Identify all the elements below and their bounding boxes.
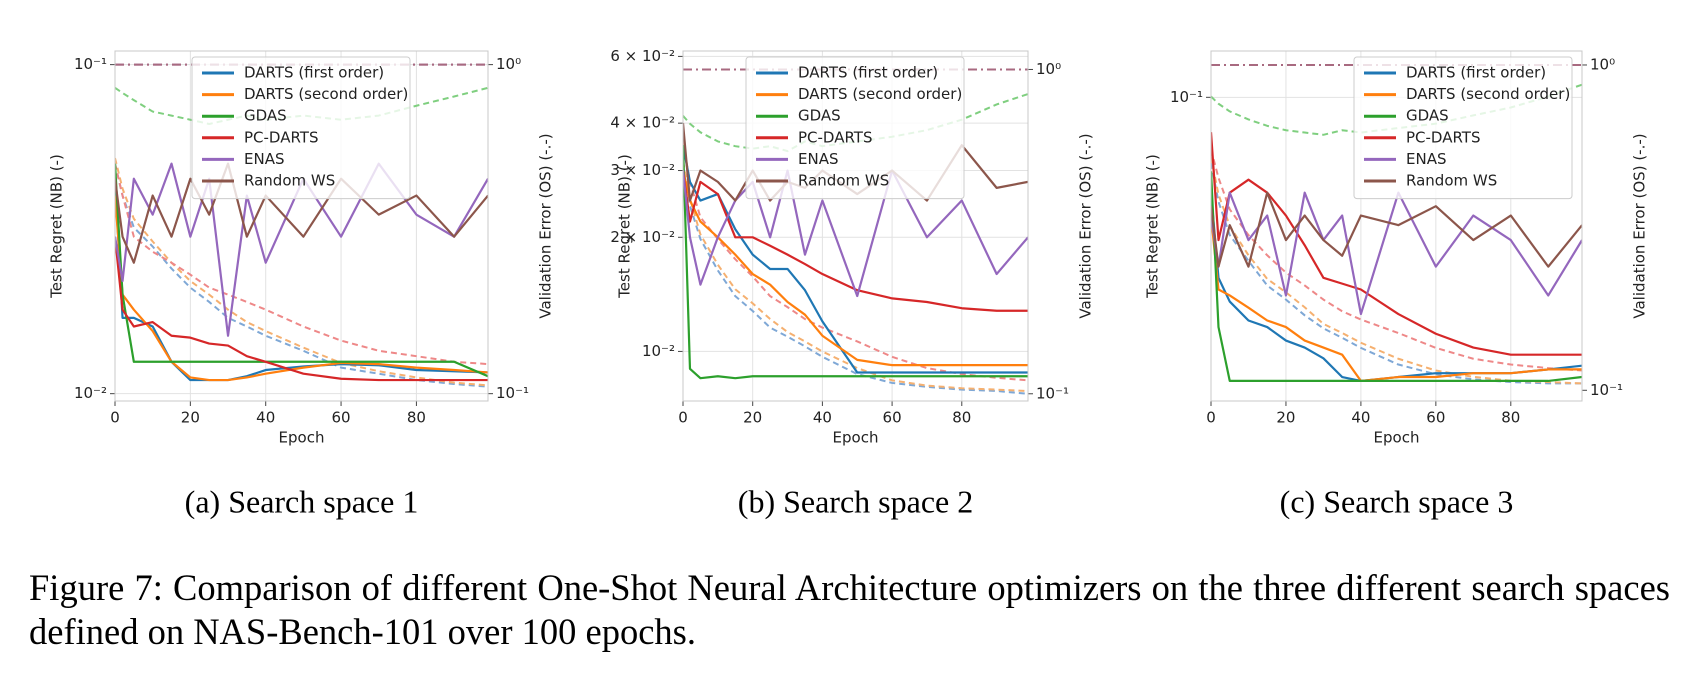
legend-label: DARTS (first order) — [244, 64, 384, 82]
x-axis-label: Epoch — [279, 429, 325, 447]
regret-line — [683, 145, 1028, 380]
x-axis-label: Epoch — [833, 429, 879, 447]
legend-box — [745, 56, 965, 200]
subcaption: (c) Search space 3 — [1280, 483, 1514, 519]
regret-line — [1211, 171, 1582, 383]
x-tick-label: 0 — [678, 409, 688, 427]
legend-box — [1353, 56, 1573, 200]
regret-line — [1211, 215, 1582, 383]
legend-label: ENAS — [798, 150, 838, 168]
figure-caption: Figure 7: Comparison of different One-Sh… — [29, 567, 1670, 652]
x-tick-label: 60 — [332, 409, 351, 427]
regret-line — [115, 163, 488, 378]
validation-line — [1211, 149, 1582, 372]
x-tick-label: 60 — [883, 409, 902, 427]
x-tick-label: 0 — [110, 409, 120, 427]
legend-label: DARTS (second order) — [798, 85, 962, 103]
legend-label: DARTS (first order) — [1406, 64, 1546, 82]
x-tick-label: 20 — [743, 409, 762, 427]
legend-label: DARTS (second order) — [1406, 85, 1570, 103]
x-tick-label: 80 — [1501, 409, 1520, 427]
y-tick-label: 2 × 10⁻² — [610, 228, 675, 246]
subcaption: (b) Search space 2 — [738, 483, 973, 519]
x-tick-label: 40 — [1351, 409, 1370, 427]
regret-line — [115, 195, 488, 382]
legend-label: GDAS — [1406, 107, 1449, 125]
y2-axis-label: Validation Error (OS) (-.-) — [1631, 133, 1649, 318]
x-tick-label: 40 — [813, 409, 832, 427]
regret-line — [1211, 191, 1582, 268]
validation-line — [683, 166, 1028, 395]
legend-label: ENAS — [244, 150, 284, 168]
legend-label: DARTS (first order) — [798, 64, 938, 82]
legend-label: PC-DARTS — [798, 128, 873, 146]
regret-line — [683, 170, 1028, 312]
y-axis-label: Test Regret (NB) (-) — [616, 154, 634, 299]
legend-label: GDAS — [244, 107, 287, 125]
figure: 0 20 40 60 80 10⁻¹ 10⁻² 10⁰ 10⁻¹ Epoch Test Regret… — [48, 47, 1649, 519]
regret-line — [683, 169, 1028, 298]
legend-label: Random WS — [798, 172, 889, 190]
y2-tick-label: 10⁻¹ — [1036, 384, 1069, 402]
regret-line — [1211, 132, 1582, 356]
legend-label: PC-DARTS — [244, 128, 319, 146]
x-tick-label: 80 — [952, 409, 971, 427]
subplot: 0 20 40 60 80 6 × 10⁻² 4 × 10⁻² 3 × 10⁻² 2 × 10⁻… — [610, 47, 1094, 519]
y2-axis-label: Validation Error (OS) (-.-) — [537, 133, 555, 318]
y-tick-label: 10⁻¹ — [74, 55, 107, 73]
legend-label: DARTS (second order) — [244, 85, 408, 103]
y2-tick-label: 10⁰ — [1590, 55, 1615, 73]
y2-tick-label: 10⁻¹ — [1590, 381, 1623, 399]
x-tick-label: 20 — [1276, 409, 1295, 427]
subcaption: (a) Search space 1 — [185, 483, 419, 519]
regret-line — [115, 236, 488, 382]
subplot: 0 20 40 60 80 10⁻¹ 10⁰ 10⁻¹ Epoch Test Regret (NB… — [1144, 50, 1649, 519]
regret-line — [683, 170, 1028, 367]
x-tick-label: 20 — [181, 409, 200, 427]
y2-tick-label: 10⁰ — [1036, 60, 1061, 78]
y2-tick-label: 10⁻¹ — [496, 384, 529, 402]
regret-line — [683, 144, 1028, 374]
validation-line — [115, 163, 488, 388]
regret-line — [115, 162, 488, 264]
legend-label: ENAS — [1406, 150, 1446, 168]
subplot: 0 20 40 60 80 10⁻¹ 10⁻² 10⁰ 10⁻¹ Epoch Test Regret… — [48, 50, 555, 519]
legend-box — [191, 56, 411, 200]
x-tick-label: 80 — [407, 409, 426, 427]
y-axis-label: Test Regret (NB) (-) — [1144, 154, 1162, 299]
y-tick-label: 4 × 10⁻² — [610, 114, 675, 132]
legend-label: GDAS — [798, 107, 841, 125]
y-tick-label: 10⁻¹ — [1170, 88, 1203, 106]
y-axis-label: Test Regret (NB) (-) — [48, 154, 66, 299]
x-tick-label: 60 — [1426, 409, 1445, 427]
plot-frame — [1210, 50, 1583, 402]
plot-frame — [114, 50, 489, 402]
legend-label: Random WS — [244, 172, 335, 190]
y-tick-label: 10⁻² — [74, 384, 107, 402]
y-tick-label: 6 × 10⁻² — [610, 47, 675, 65]
x-tick-label: 40 — [256, 409, 275, 427]
plot-frame — [682, 50, 1029, 402]
y-tick-label: 10⁻² — [642, 342, 675, 360]
y-tick-label: 3 × 10⁻² — [610, 161, 675, 179]
legend-label: PC-DARTS — [1406, 128, 1481, 146]
y2-tick-label: 10⁰ — [496, 55, 521, 73]
x-axis-label: Epoch — [1374, 429, 1420, 447]
y2-axis-label: Validation Error (OS) (-.-) — [1077, 133, 1095, 318]
legend-label: Random WS — [1406, 172, 1497, 190]
validation-line — [683, 161, 1028, 392]
x-tick-label: 0 — [1206, 409, 1216, 427]
